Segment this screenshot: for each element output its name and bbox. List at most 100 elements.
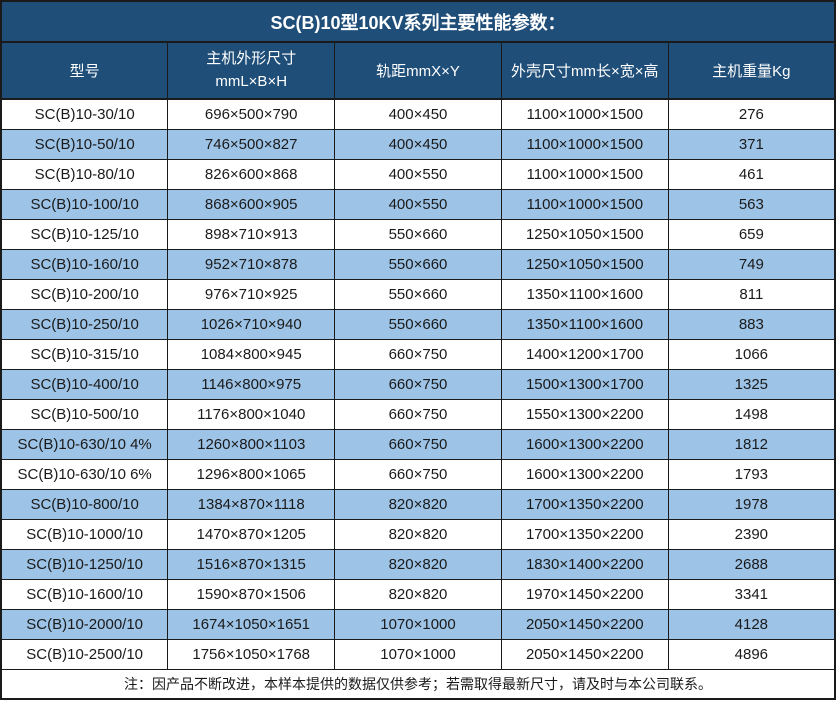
table-cell: 461 [667,158,836,190]
table-cell: SC(B)10-1250/10 [0,548,169,580]
table-cell: 1026×710×940 [167,308,336,340]
table-row: SC(B)10-1600/10 1590×870×1506 820×820 1970×… [0,578,836,610]
table-cell: 1176×800×1040 [167,398,336,430]
table-cell: SC(B)10-315/10 [0,338,169,370]
table-cell: 1756×1050×1768 [167,638,336,670]
table-cell: 1812 [667,428,836,460]
table-cell: SC(B)10-2000/10 [0,608,169,640]
table-cell: 749 [667,248,836,280]
table-cell: 550×660 [334,218,502,250]
table-cell: 1600×1300×2200 [500,428,669,460]
column-header-main-dimensions: 主机外形尺寸 mmL×B×H [167,41,336,100]
table-cell: 1146×800×975 [167,368,336,400]
table-cell: 660×750 [334,428,502,460]
table-cell: 868×600×905 [167,188,336,220]
column-header-main-dimensions-line2: mmL×B×H [215,72,288,90]
table-cell: 1700×1350×2200 [500,518,669,550]
table-cell: 1100×1000×1500 [500,158,669,190]
column-header-shell-size: 外壳尺寸mm长×宽×高 [500,41,669,100]
table-cell: 1970×1450×2200 [500,578,669,610]
table-cell: 1070×1000 [334,608,502,640]
table-row: SC(B)10-50/10 746×500×827 400×450 1100×1000… [0,128,836,160]
table-cell: 660×750 [334,368,502,400]
column-header-weight: 主机重量Kg [667,41,836,100]
table-cell: 1066 [667,338,836,370]
table-cell: 1100×1000×1500 [500,98,669,130]
table-cell: 1350×1100×1600 [500,278,669,310]
column-header-rail-gauge: 轨距mmX×Y [334,41,502,100]
table-cell: 1600×1300×2200 [500,458,669,490]
table-cell: SC(B)10-50/10 [0,128,169,160]
page-title: SC(B)10型10KV系列主要性能参数： [0,0,836,43]
table-row: SC(B)10-80/10 826×600×868 400×550 1100×1000… [0,158,836,190]
table-row: SC(B)10-250/10 1026×710×940 550×660 1350×11… [0,308,836,340]
table-cell: SC(B)10-125/10 [0,218,169,250]
table-cell: 1084×800×945 [167,338,336,370]
table-header-row: 型号 主机外形尺寸 mmL×B×H 轨距mmX×Y 外壳尺寸mm长×宽×高 主机… [0,41,836,100]
table-cell: 4896 [667,638,836,670]
table-cell: 826×600×868 [167,158,336,190]
table-cell: 1384×870×1118 [167,488,336,520]
table-cell: 811 [667,278,836,310]
table-cell: SC(B)10-500/10 [0,398,169,430]
table-cell: SC(B)10-1600/10 [0,578,169,610]
table-cell: 4128 [667,608,836,640]
table-cell: SC(B)10-200/10 [0,278,169,310]
table-cell: SC(B)10-630/10 4% [0,428,169,460]
table-note-row: 注：因产品不断改进，本样本提供的数据仅供参考；若需取得最新尺寸，请及时与本公司联… [0,668,836,700]
table-cell: 1400×1200×1700 [500,338,669,370]
table-cell: SC(B)10-100/10 [0,188,169,220]
table-cell: 820×820 [334,488,502,520]
table-cell: 1590×870×1506 [167,578,336,610]
table-cell: 1830×1400×2200 [500,548,669,580]
table-cell: 1250×1050×1500 [500,218,669,250]
table-cell: 1498 [667,398,836,430]
table-cell: SC(B)10-30/10 [0,98,169,130]
table-cell: 1296×800×1065 [167,458,336,490]
table-cell: 2050×1450×2200 [500,638,669,670]
table-cell: 820×820 [334,548,502,580]
table-cell: 1100×1000×1500 [500,128,669,160]
table-cell: 1978 [667,488,836,520]
table-cell: 563 [667,188,836,220]
column-header-model: 型号 [0,41,169,100]
table-row: SC(B)10-125/10 898×710×913 550×660 1250×105… [0,218,836,250]
table-cell: 550×660 [334,248,502,280]
table-body: SC(B)10-30/10 696×500×790 400×450 1100×1000… [0,98,836,670]
table-cell: SC(B)10-250/10 [0,308,169,340]
table-cell: 371 [667,128,836,160]
table-cell: 952×710×878 [167,248,336,280]
table-row: SC(B)10-400/10 1146×800×975 660×750 1500×13… [0,368,836,400]
table-cell: 2050×1450×2200 [500,608,669,640]
table-cell: 2390 [667,518,836,550]
table-cell: 660×750 [334,458,502,490]
table-row: SC(B)10-2000/10 1674×1050×1651 1070×1000 20… [0,608,836,640]
table-cell: 1325 [667,368,836,400]
table-cell: 550×660 [334,308,502,340]
table-row: SC(B)10-315/10 1084×800×945 660×750 1400×12… [0,338,836,370]
table-row: SC(B)10-200/10 976×710×925 550×660 1350×110… [0,278,836,310]
table-title-row: SC(B)10型10KV系列主要性能参数： [0,0,836,43]
table-row: SC(B)10-500/10 1176×800×1040 660×750 1550×1… [0,398,836,430]
table-cell: 1700×1350×2200 [500,488,669,520]
table-cell: 400×550 [334,158,502,190]
table-cell: 1500×1300×1700 [500,368,669,400]
table-cell: 976×710×925 [167,278,336,310]
table-cell: 1470×870×1205 [167,518,336,550]
table-cell: SC(B)10-80/10 [0,158,169,190]
table-row: SC(B)10-30/10 696×500×790 400×450 1100×1000… [0,98,836,130]
table-cell: 883 [667,308,836,340]
table-row: SC(B)10-1250/10 1516×870×1315 820×820 1830×… [0,548,836,580]
table-row: SC(B)10-2500/10 1756×1050×1768 1070×1000 20… [0,638,836,670]
table-row: SC(B)10-800/10 1384×870×1118 820×820 1700×1… [0,488,836,520]
table-cell: 550×660 [334,278,502,310]
table-cell: 820×820 [334,578,502,610]
table-cell: 400×550 [334,188,502,220]
table-cell: 1100×1000×1500 [500,188,669,220]
table-cell: SC(B)10-800/10 [0,488,169,520]
table-cell: 660×750 [334,338,502,370]
table-cell: 1070×1000 [334,638,502,670]
table-cell: SC(B)10-630/10 6% [0,458,169,490]
